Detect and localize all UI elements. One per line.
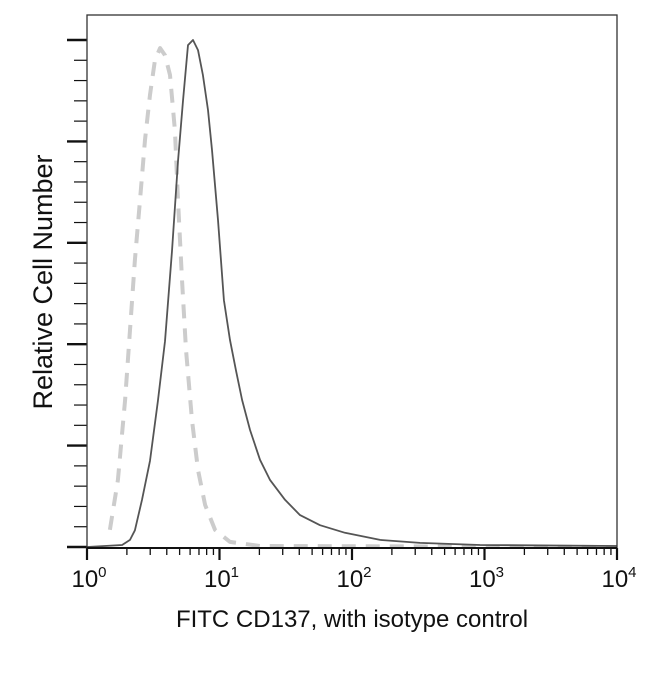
y-axis-label: Relative Cell Number	[28, 154, 58, 409]
x-tick-label: 103	[469, 564, 504, 593]
axis-ticks	[67, 38, 619, 560]
x-tick-label: 104	[601, 564, 636, 593]
series-group	[86, 39, 618, 549]
x-axis-label: FITC CD137, with isotype control	[176, 606, 528, 633]
isotype-control-line	[107, 46, 618, 549]
plot-frame	[86, 14, 618, 549]
x-tick-labels: 100 101 102 103 104	[71, 564, 636, 593]
x-tick-label: 100	[71, 564, 106, 593]
x-tick-label: 101	[204, 564, 239, 593]
x-tick-label: 102	[336, 564, 371, 593]
cd137-line	[86, 39, 618, 548]
